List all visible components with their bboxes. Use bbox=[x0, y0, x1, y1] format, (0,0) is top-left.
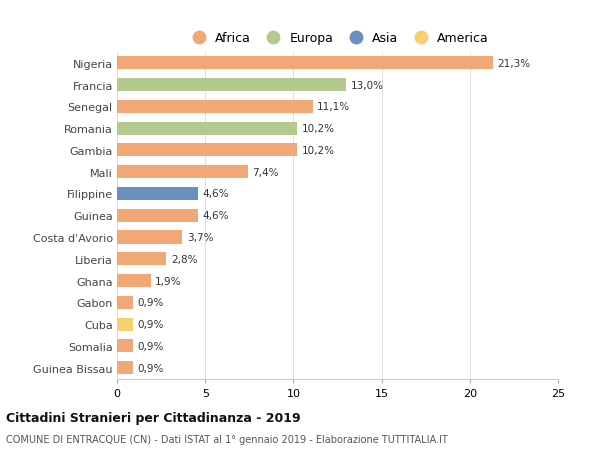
Text: 2,8%: 2,8% bbox=[171, 254, 197, 264]
Bar bbox=[117, 209, 198, 222]
Text: 1,9%: 1,9% bbox=[155, 276, 181, 286]
Bar bbox=[117, 57, 493, 70]
Bar bbox=[117, 79, 346, 92]
Text: 0,9%: 0,9% bbox=[137, 363, 164, 373]
Legend: Africa, Europa, Asia, America: Africa, Europa, Asia, America bbox=[184, 30, 491, 48]
Bar bbox=[117, 231, 182, 244]
Text: 4,6%: 4,6% bbox=[203, 211, 229, 221]
Text: 3,7%: 3,7% bbox=[187, 232, 213, 242]
Bar bbox=[117, 274, 151, 287]
Bar bbox=[117, 144, 297, 157]
Text: 21,3%: 21,3% bbox=[497, 59, 530, 69]
Bar bbox=[117, 122, 297, 135]
Text: 10,2%: 10,2% bbox=[301, 146, 334, 156]
Bar bbox=[117, 318, 133, 331]
Bar bbox=[117, 340, 133, 353]
Text: 11,1%: 11,1% bbox=[317, 102, 350, 112]
Text: 13,0%: 13,0% bbox=[351, 80, 384, 90]
Text: 0,9%: 0,9% bbox=[137, 319, 164, 330]
Text: 7,4%: 7,4% bbox=[252, 167, 278, 177]
Text: COMUNE DI ENTRACQUE (CN) - Dati ISTAT al 1° gennaio 2019 - Elaborazione TUTTITAL: COMUNE DI ENTRACQUE (CN) - Dati ISTAT al… bbox=[6, 434, 448, 444]
Text: 0,9%: 0,9% bbox=[137, 297, 164, 308]
Text: 4,6%: 4,6% bbox=[203, 189, 229, 199]
Bar bbox=[117, 187, 198, 201]
Bar bbox=[117, 361, 133, 375]
Text: Cittadini Stranieri per Cittadinanza - 2019: Cittadini Stranieri per Cittadinanza - 2… bbox=[6, 412, 301, 425]
Text: 10,2%: 10,2% bbox=[301, 124, 334, 134]
Bar bbox=[117, 101, 313, 114]
Bar bbox=[117, 296, 133, 309]
Bar bbox=[117, 166, 248, 179]
Text: 0,9%: 0,9% bbox=[137, 341, 164, 351]
Bar bbox=[117, 252, 166, 266]
